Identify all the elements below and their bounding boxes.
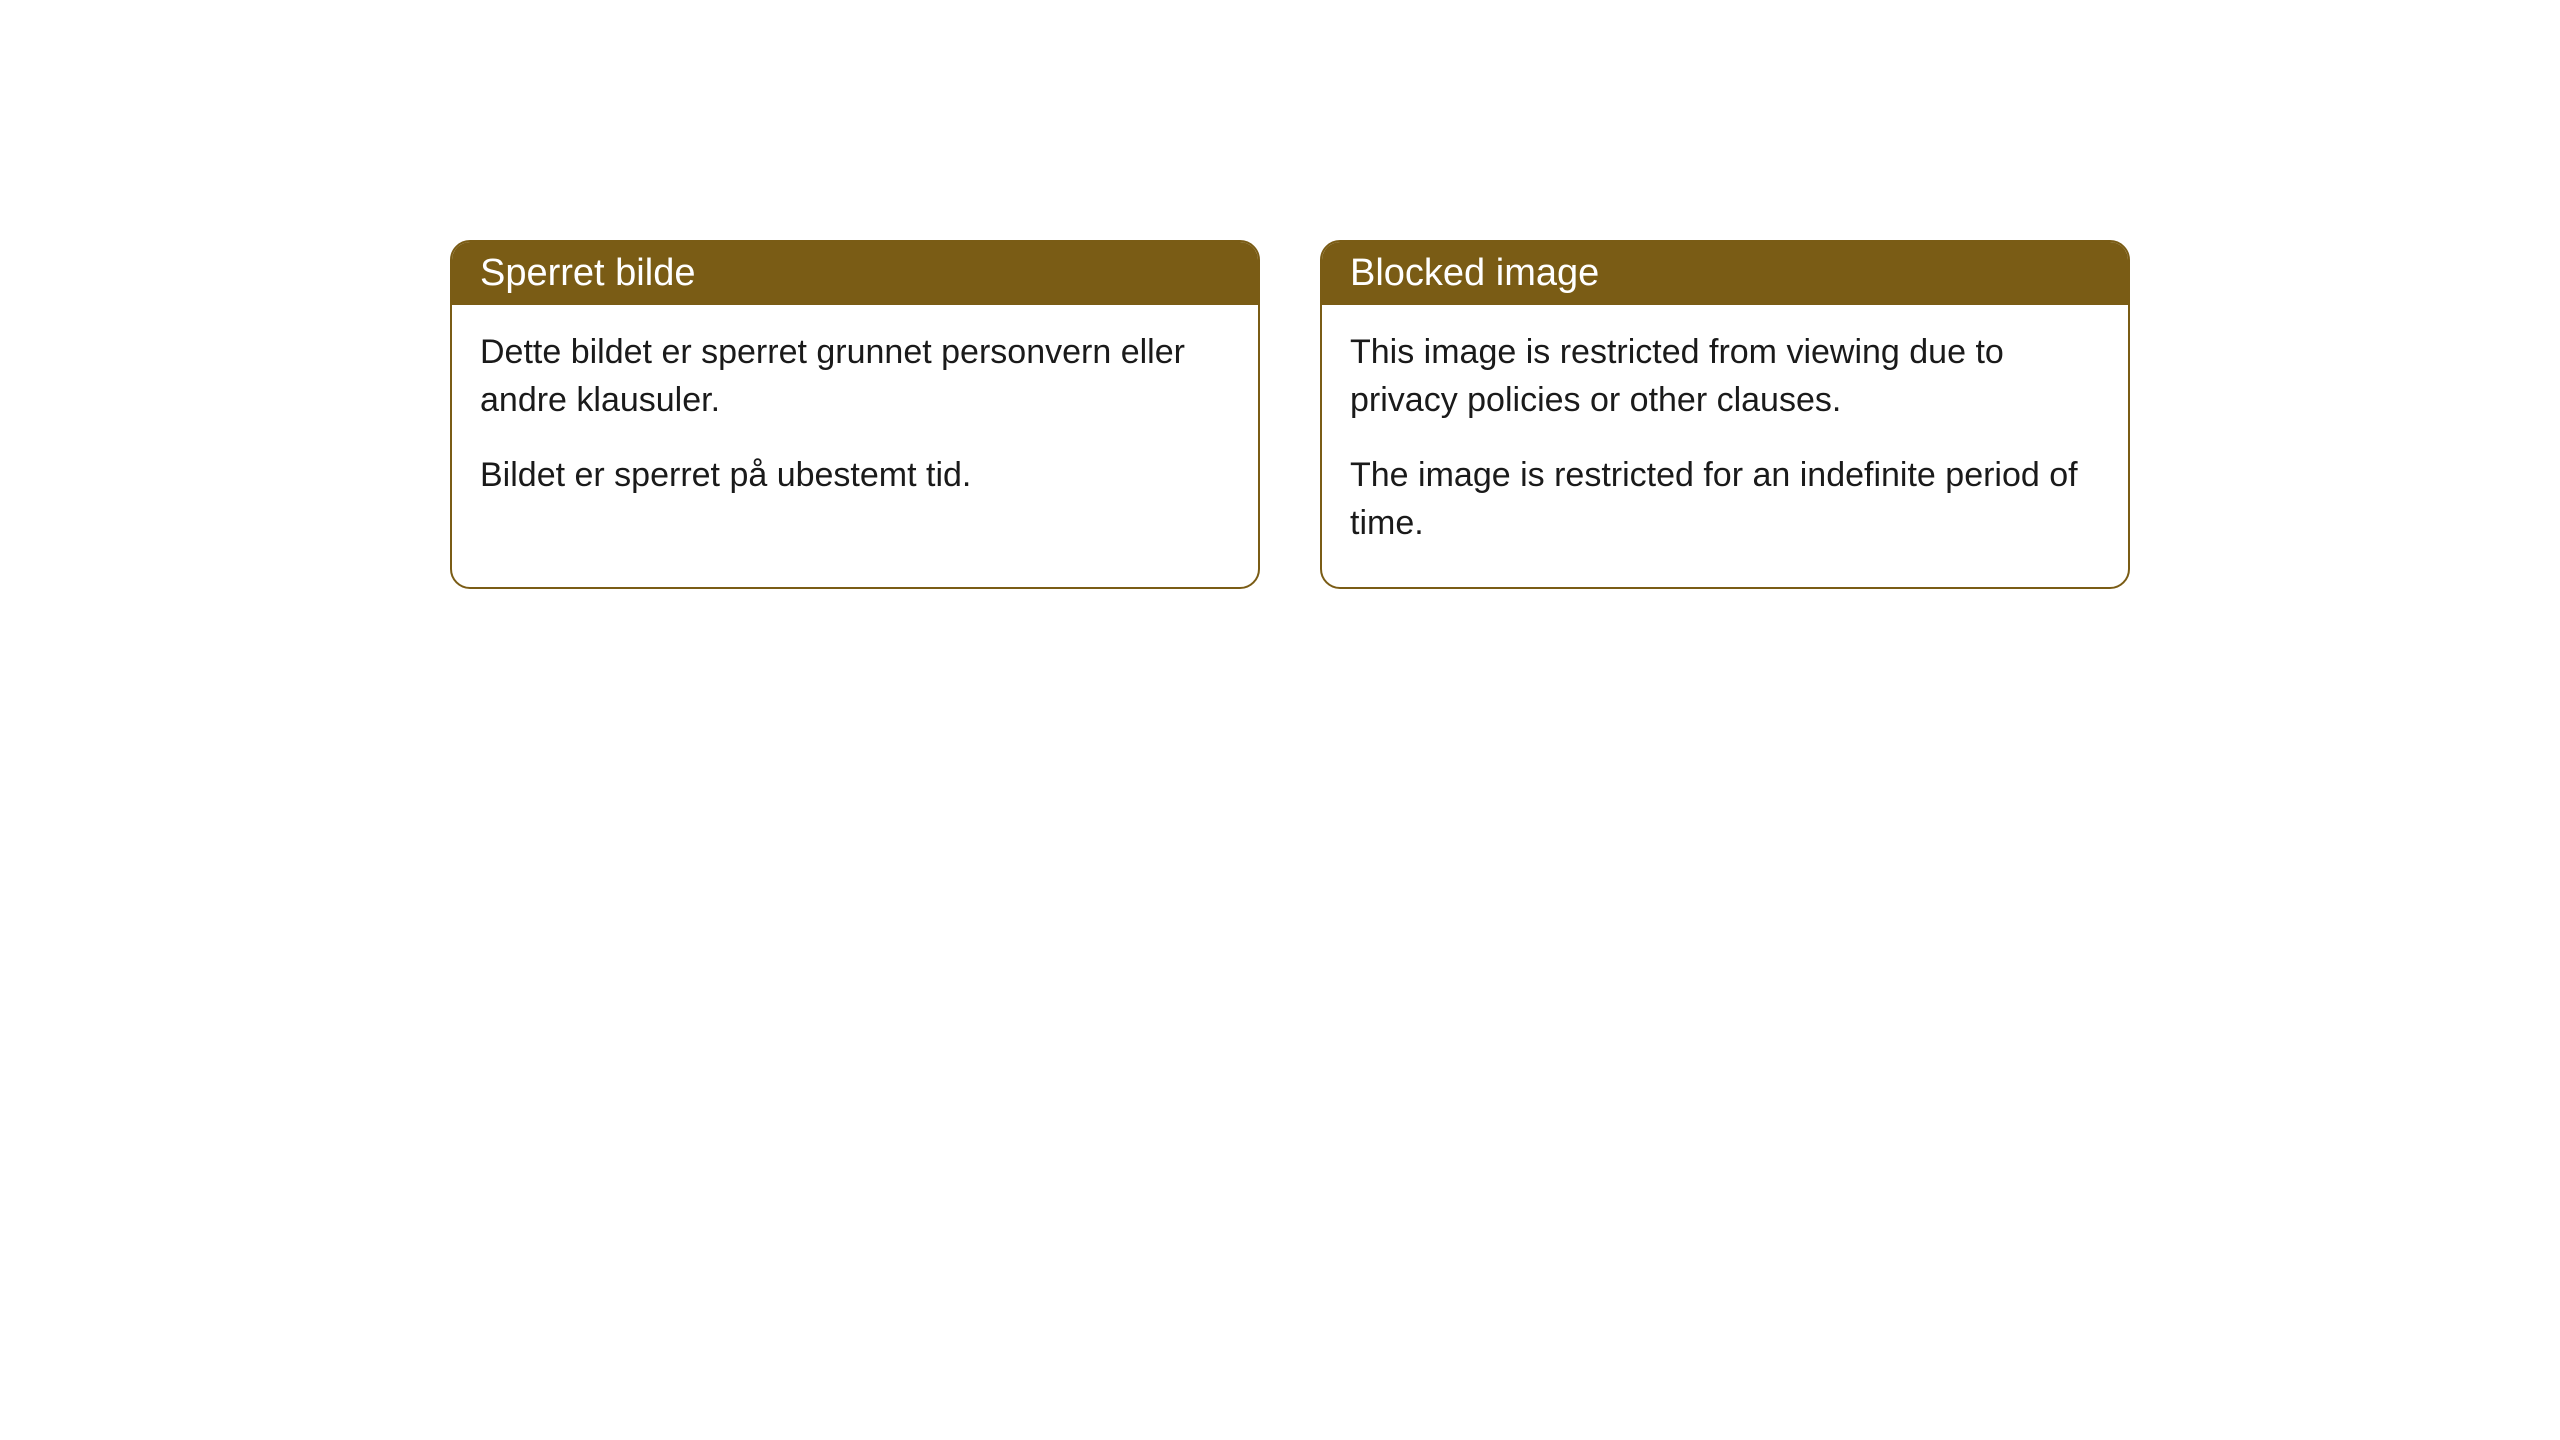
card-header-norwegian: Sperret bilde xyxy=(452,242,1258,305)
card-title: Blocked image xyxy=(1350,252,1599,294)
notice-cards-container: Sperret bilde Dette bildet er sperret gr… xyxy=(450,240,2130,589)
card-paragraph-2: The image is restricted for an indefinit… xyxy=(1350,452,2100,547)
card-title: Sperret bilde xyxy=(480,252,695,294)
card-paragraph-2: Bildet er sperret på ubestemt tid. xyxy=(480,452,1230,500)
blocked-image-card-norwegian: Sperret bilde Dette bildet er sperret gr… xyxy=(450,240,1260,589)
card-paragraph-1: Dette bildet er sperret grunnet personve… xyxy=(480,329,1230,424)
blocked-image-card-english: Blocked image This image is restricted f… xyxy=(1320,240,2130,589)
card-body-norwegian: Dette bildet er sperret grunnet personve… xyxy=(452,305,1258,540)
card-body-english: This image is restricted from viewing du… xyxy=(1322,305,2128,587)
card-header-english: Blocked image xyxy=(1322,242,2128,305)
card-paragraph-1: This image is restricted from viewing du… xyxy=(1350,329,2100,424)
